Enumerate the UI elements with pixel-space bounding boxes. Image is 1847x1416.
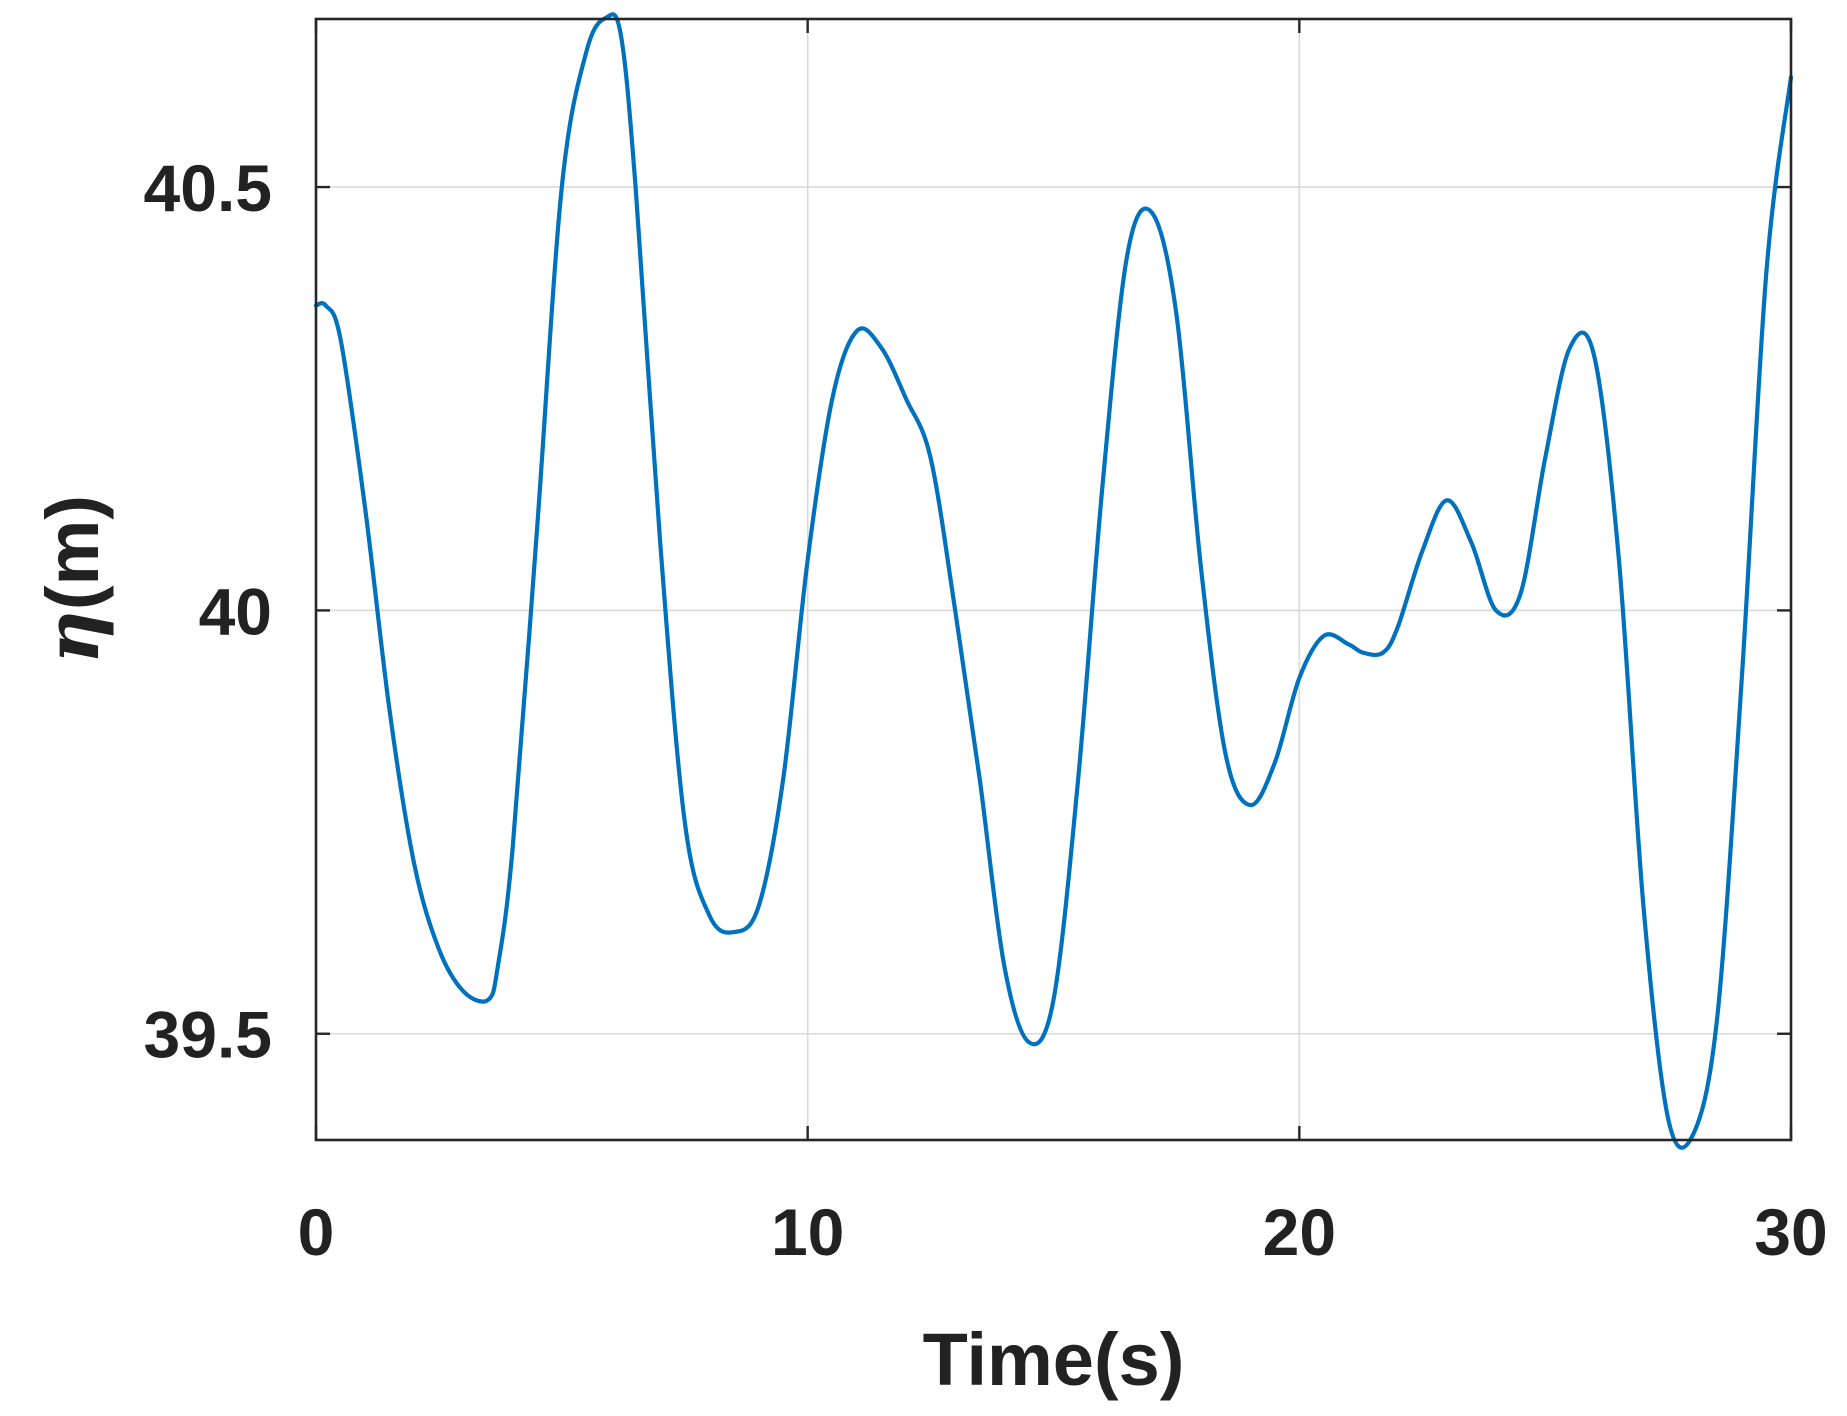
y-tick-labels: 39.5 40 40.5: [144, 151, 272, 1072]
y-tick-label: 40: [199, 574, 272, 648]
y-axis-unit: (m): [31, 495, 114, 610]
x-tick-label: 20: [1263, 1195, 1336, 1269]
x-tick-labels: 0 10 20 30: [298, 1195, 1828, 1269]
x-tick-label: 30: [1754, 1195, 1827, 1269]
y-tick-label: 40.5: [144, 151, 272, 225]
x-axis-label: Time(s): [923, 1318, 1185, 1401]
series-layer: [313, 12, 1794, 1150]
x-tick-label: 0: [298, 1195, 335, 1269]
x-tick-label: 10: [771, 1195, 844, 1269]
series-line: [313, 12, 1794, 1150]
grid-lines: [315, 19, 1792, 1140]
y-tick-label: 39.5: [144, 998, 272, 1072]
tick-marks: [314, 19, 1793, 1140]
y-axis-symbol: η: [30, 610, 116, 664]
axes-box: [314, 17, 1793, 1142]
y-axis-label: η(m): [30, 495, 116, 664]
